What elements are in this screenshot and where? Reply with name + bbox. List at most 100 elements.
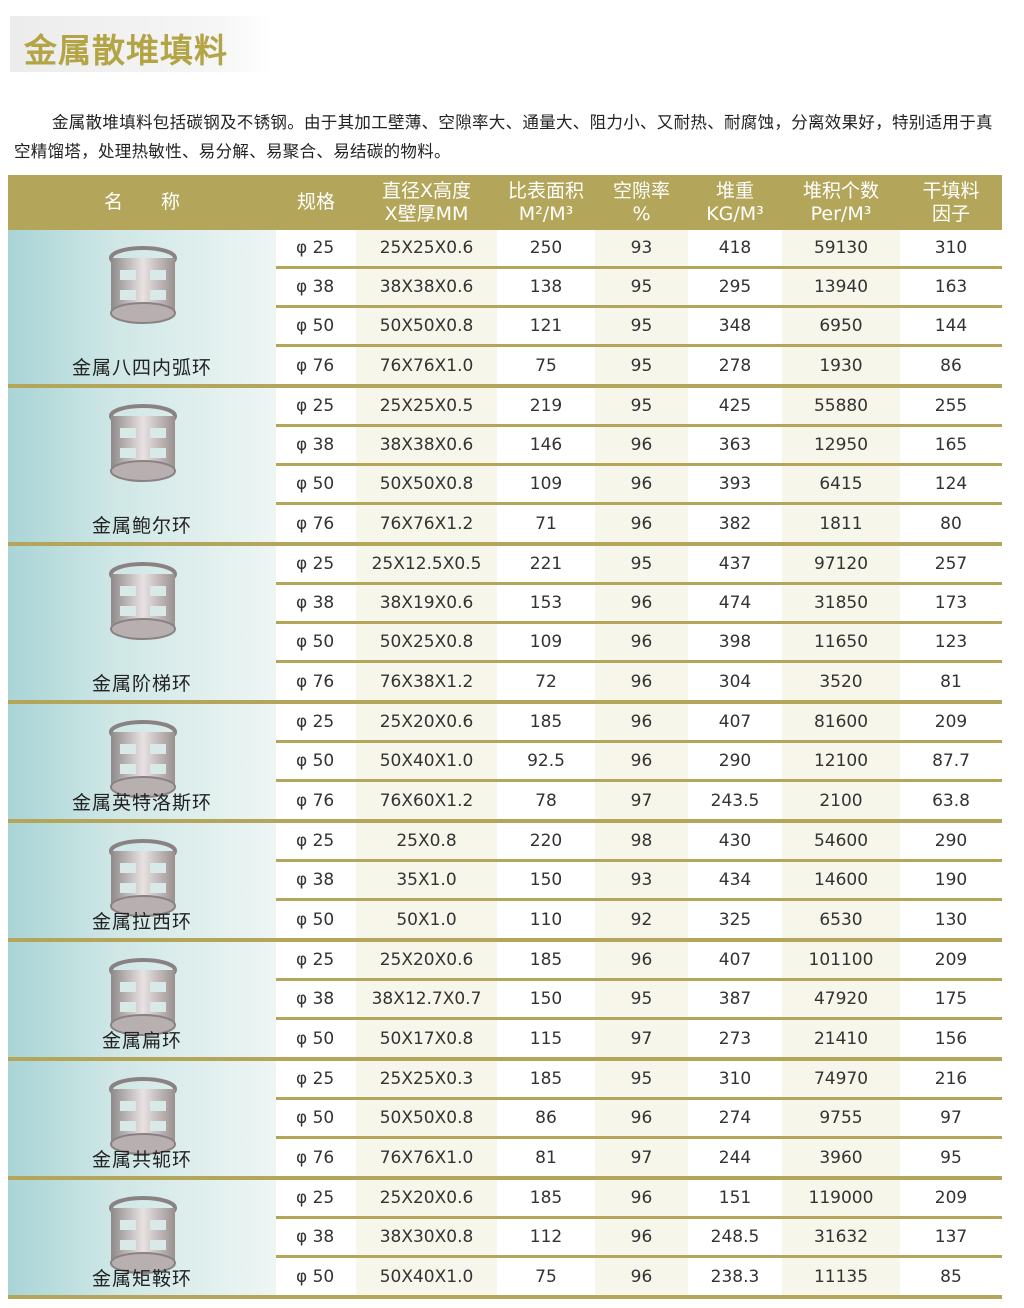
- table-cell: φ 50: [296, 1108, 335, 1128]
- table-cell: 173: [934, 593, 968, 613]
- table-cell: 437: [718, 554, 752, 574]
- product-name: 金属扁环: [101, 1030, 182, 1052]
- product-image-cell: 金属八四内弧环: [8, 230, 276, 384]
- table-row: φ 76 76X60X1.2 78 97 243.5 2100 63.8: [276, 782, 1002, 819]
- table-cell: 244: [718, 1147, 752, 1168]
- table-cell: 382: [718, 513, 752, 534]
- table-cell: φ 25: [296, 238, 335, 258]
- table-cell: 119000: [782, 1180, 900, 1216]
- table-cell: 75: [535, 1266, 557, 1287]
- table-cell: 96: [595, 663, 688, 700]
- table-cell: 109: [529, 632, 563, 652]
- table-cell: 3960: [782, 1139, 900, 1176]
- table-cell: 13940: [782, 269, 900, 305]
- table-cell: 76X76X1.0: [356, 347, 497, 384]
- header-cell: 堆积个数 Per/M³: [802, 179, 879, 225]
- product-group: 金属八四内弧环 φ 25 25X25X0.6 250 93 418 59130 310 φ 38…: [8, 230, 1002, 388]
- table-cell: 290: [934, 831, 968, 851]
- table-cell: 87.7: [932, 751, 970, 771]
- table-cell: φ 38: [296, 1227, 335, 1247]
- table-cell: φ 50: [296, 316, 335, 336]
- table-row: φ 50 50X25X0.8 109 96 398 11650 123: [276, 624, 1002, 663]
- table-cell: 95: [595, 347, 688, 384]
- table-cell: 9755: [782, 1100, 900, 1136]
- table-cell: 25X20X0.6: [356, 1180, 497, 1216]
- product-name: 金属共轭环: [91, 1149, 192, 1171]
- table-cell: 86: [940, 355, 962, 376]
- table-cell: 96: [595, 585, 688, 621]
- table-cell: 25X25X0.3: [356, 1061, 497, 1097]
- table-cell: 93: [595, 230, 688, 266]
- table-row: φ 76 76X76X1.0 81 97 244 3960 95: [276, 1139, 1002, 1176]
- table-cell: 393: [718, 474, 752, 494]
- table-cell: 130: [934, 909, 968, 930]
- table-row: φ 25 25X25X0.5 219 95 425 55880 255: [276, 388, 1002, 427]
- table-cell: 248.5: [710, 1227, 760, 1247]
- table-cell: 209: [934, 950, 968, 970]
- table-cell: 38X12.7X0.7: [356, 981, 497, 1017]
- header-cell: 名 称: [103, 191, 180, 213]
- table-cell: 14600: [782, 862, 900, 898]
- table-cell: 156: [934, 1028, 968, 1049]
- table-cell: 38X30X0.8: [356, 1219, 497, 1255]
- table-cell: 96: [595, 1100, 688, 1136]
- table-row: φ 25 25X20X0.6 185 96 407 81600 209: [276, 704, 1002, 743]
- intro-paragraph: 金属散堆填料包括碳钢及不锈钢。由于其加工壁薄、空隙率大、通量大、阻力小、又耐热、…: [14, 113, 993, 161]
- table-cell: 150: [529, 989, 563, 1009]
- title-banner: [10, 16, 272, 72]
- table-row: φ 25 25X25X0.3 185 95 310 74970 216: [276, 1061, 1002, 1100]
- table-cell: 96: [595, 704, 688, 740]
- table-cell: φ 50: [296, 751, 335, 771]
- table-cell: 50X25X0.8: [356, 624, 497, 660]
- table-row: φ 50 50X40X1.0 92.5 96 290 12100 87.7: [276, 743, 1002, 782]
- table-header: 名 称 规格 直径X高度 X壁厚MM 比表面积 M²/M³ 空隙率 % 堆重 KG/M³ 堆…: [8, 175, 1002, 230]
- table-cell: φ 50: [296, 1028, 335, 1049]
- table-cell: 50X40X1.0: [356, 743, 497, 779]
- table-cell: 209: [934, 1188, 968, 1208]
- table-cell: 50X40X1.0: [356, 1258, 497, 1295]
- table-cell: 398: [718, 632, 752, 652]
- table-cell: φ 50: [296, 632, 335, 652]
- table-cell: 110: [529, 909, 563, 930]
- table-row: φ 38 38X30X0.8 112 96 248.5 31632 137: [276, 1219, 1002, 1258]
- table-cell: 209: [934, 712, 968, 732]
- table-cell: 175: [934, 989, 968, 1009]
- table-cell: 21410: [782, 1020, 900, 1057]
- table-cell: 95: [595, 981, 688, 1017]
- table-cell: 243.5: [710, 790, 760, 811]
- table-cell: 38X38X0.6: [356, 427, 497, 463]
- table-cell: 74970: [782, 1061, 900, 1097]
- table-cell: 153: [529, 593, 563, 613]
- product-name: 金属矩鞍环: [91, 1268, 192, 1290]
- table-cell: 124: [934, 474, 968, 494]
- table-cell: 185: [529, 1188, 563, 1208]
- table-cell: φ 25: [296, 1188, 335, 1208]
- table-cell: 163: [934, 277, 968, 297]
- table-row: φ 38 38X19X0.6 153 96 474 31850 173: [276, 585, 1002, 624]
- product-image-cell: 金属阶梯环: [8, 546, 276, 700]
- table-cell: φ 25: [296, 396, 335, 416]
- table-row: φ 76 76X38X1.2 72 96 304 3520 81: [276, 663, 1002, 700]
- table-cell: 425: [718, 396, 752, 416]
- table-cell: 25X20X0.6: [356, 704, 497, 740]
- table-cell: 76X38X1.2: [356, 663, 497, 700]
- table-cell: 96: [595, 624, 688, 660]
- table-cell: φ 50: [296, 474, 335, 494]
- table-cell: 273: [718, 1028, 752, 1049]
- product-name: 金属鲍尔环: [91, 515, 192, 537]
- table-cell: 3520: [782, 663, 900, 700]
- table-cell: 25X20X0.6: [356, 942, 497, 978]
- product-name: 金属八四内弧环: [71, 357, 212, 379]
- table-row: φ 76 76X76X1.0 75 95 278 1930 86: [276, 347, 1002, 384]
- table-cell: 1811: [782, 505, 900, 542]
- table-cell: 112: [529, 1227, 563, 1247]
- header-cell: 直径X高度 X壁厚MM: [381, 179, 472, 225]
- table-cell: φ 50: [296, 909, 335, 930]
- table-cell: 12950: [782, 427, 900, 463]
- product-group: 金属阶梯环 φ 25 25X12.5X0.5 221 95 437 97120 257 φ 38…: [8, 546, 1002, 704]
- table-cell: 185: [529, 950, 563, 970]
- table-cell: 418: [718, 238, 752, 258]
- table-cell: 220: [529, 831, 563, 851]
- table-row: φ 38 38X38X0.6 146 96 363 12950 165: [276, 427, 1002, 466]
- product-name: 金属拉西环: [91, 911, 192, 933]
